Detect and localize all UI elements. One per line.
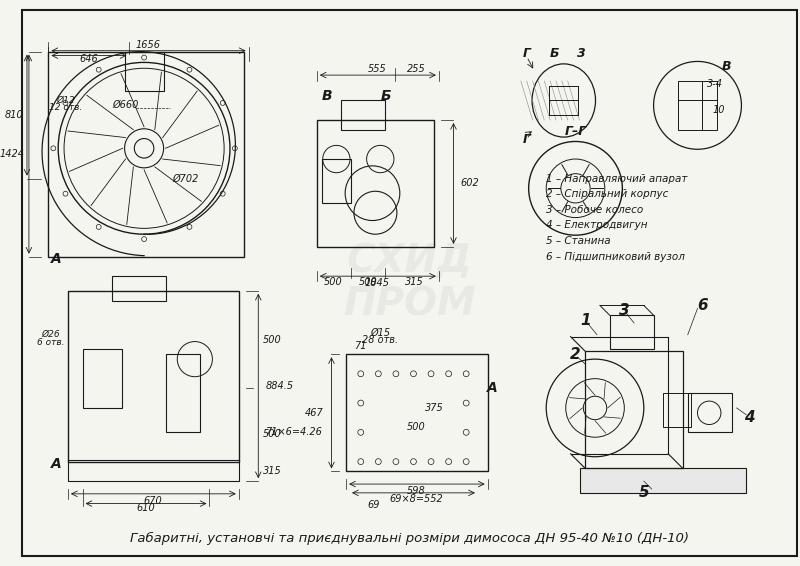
Bar: [82, 349, 122, 408]
Text: Г: Г: [522, 47, 530, 60]
Text: А: А: [51, 457, 62, 470]
Bar: [610, 315, 654, 349]
Bar: [342, 101, 385, 130]
Text: 598: 598: [407, 486, 426, 496]
Text: 3-4: 3-4: [707, 79, 723, 89]
Text: Ø15: Ø15: [370, 328, 390, 338]
Text: 2 – Спіральний корпус: 2 – Спіральний корпус: [546, 189, 669, 199]
Bar: [166, 354, 200, 432]
Text: 71×6=4.26: 71×6=4.26: [265, 427, 322, 438]
Text: 6: 6: [697, 298, 708, 313]
Text: 255: 255: [407, 65, 426, 74]
Text: 4 – Електродвигун: 4 – Електродвигун: [546, 220, 648, 230]
Text: 5: 5: [638, 486, 649, 500]
Bar: [346, 354, 488, 471]
Text: 315: 315: [263, 466, 282, 477]
Text: Ø702: Ø702: [172, 174, 198, 183]
Text: Ø12: Ø12: [57, 96, 75, 105]
Bar: [586, 351, 683, 469]
Text: А: А: [51, 252, 62, 265]
Text: Габаритні, установчі та приєднувальні розміри димососа ДН 95-40 №10 (ДН-10): Габаритні, установчі та приєднувальні ро…: [130, 531, 689, 544]
Text: Ø660: Ø660: [112, 100, 138, 109]
Bar: [580, 469, 746, 493]
Text: СХИД
ПРОМ: СХИД ПРОМ: [343, 242, 476, 324]
Text: 500: 500: [407, 422, 426, 432]
Text: 6 отв.: 6 отв.: [37, 338, 64, 347]
Text: 10: 10: [713, 105, 726, 115]
Bar: [322, 159, 351, 203]
Bar: [68, 291, 238, 462]
Text: 810: 810: [4, 110, 23, 120]
Text: 500: 500: [263, 429, 282, 439]
Bar: [68, 460, 238, 481]
Text: 3 – Робоче колесо: 3 – Робоче колесо: [546, 205, 643, 215]
Bar: [663, 393, 690, 427]
Text: В: В: [322, 89, 332, 102]
Bar: [678, 81, 717, 130]
Text: 1 – Направляючий апарат: 1 – Направляючий апарат: [546, 174, 687, 183]
Text: 884.5: 884.5: [266, 381, 294, 392]
Text: В: В: [722, 60, 731, 73]
Bar: [49, 52, 244, 256]
Bar: [688, 393, 732, 432]
Text: А: А: [487, 381, 498, 396]
Text: 500: 500: [324, 277, 343, 287]
Text: 1656: 1656: [135, 40, 161, 50]
Text: 3: 3: [619, 303, 630, 318]
Text: 315: 315: [405, 277, 424, 287]
Text: Г–Г: Г–Г: [564, 125, 586, 138]
Bar: [317, 120, 434, 247]
Text: 69×8=552: 69×8=552: [390, 494, 443, 504]
Text: 670: 670: [143, 496, 162, 505]
Text: Б: Б: [380, 89, 391, 102]
Text: 12 отв.: 12 отв.: [50, 103, 82, 112]
Text: 69: 69: [367, 500, 380, 509]
Text: 646: 646: [79, 54, 98, 65]
Text: 610: 610: [137, 504, 155, 513]
Text: Ø26: Ø26: [41, 330, 60, 339]
Text: 500: 500: [263, 335, 282, 345]
Text: 1424: 1424: [0, 149, 24, 159]
Text: 375: 375: [425, 403, 443, 413]
Text: 500: 500: [359, 277, 378, 287]
Text: 3: 3: [577, 47, 586, 60]
Text: 555: 555: [368, 65, 386, 74]
Text: 5 – Станина: 5 – Станина: [546, 236, 611, 246]
Text: 71: 71: [354, 341, 367, 351]
Text: Б: Б: [550, 47, 558, 60]
Text: 4: 4: [744, 410, 754, 425]
Text: 602: 602: [460, 178, 479, 188]
Text: 1845: 1845: [365, 278, 390, 288]
Text: 2: 2: [570, 347, 581, 362]
Text: 1: 1: [580, 312, 590, 328]
Bar: [125, 52, 164, 91]
Text: 28 отв.: 28 отв.: [362, 335, 398, 345]
Text: Г: Г: [522, 133, 530, 146]
Text: 6 – Підшипниковий вузол: 6 – Підшипниковий вузол: [546, 252, 685, 261]
Text: 467: 467: [305, 408, 324, 418]
Bar: [112, 276, 166, 301]
